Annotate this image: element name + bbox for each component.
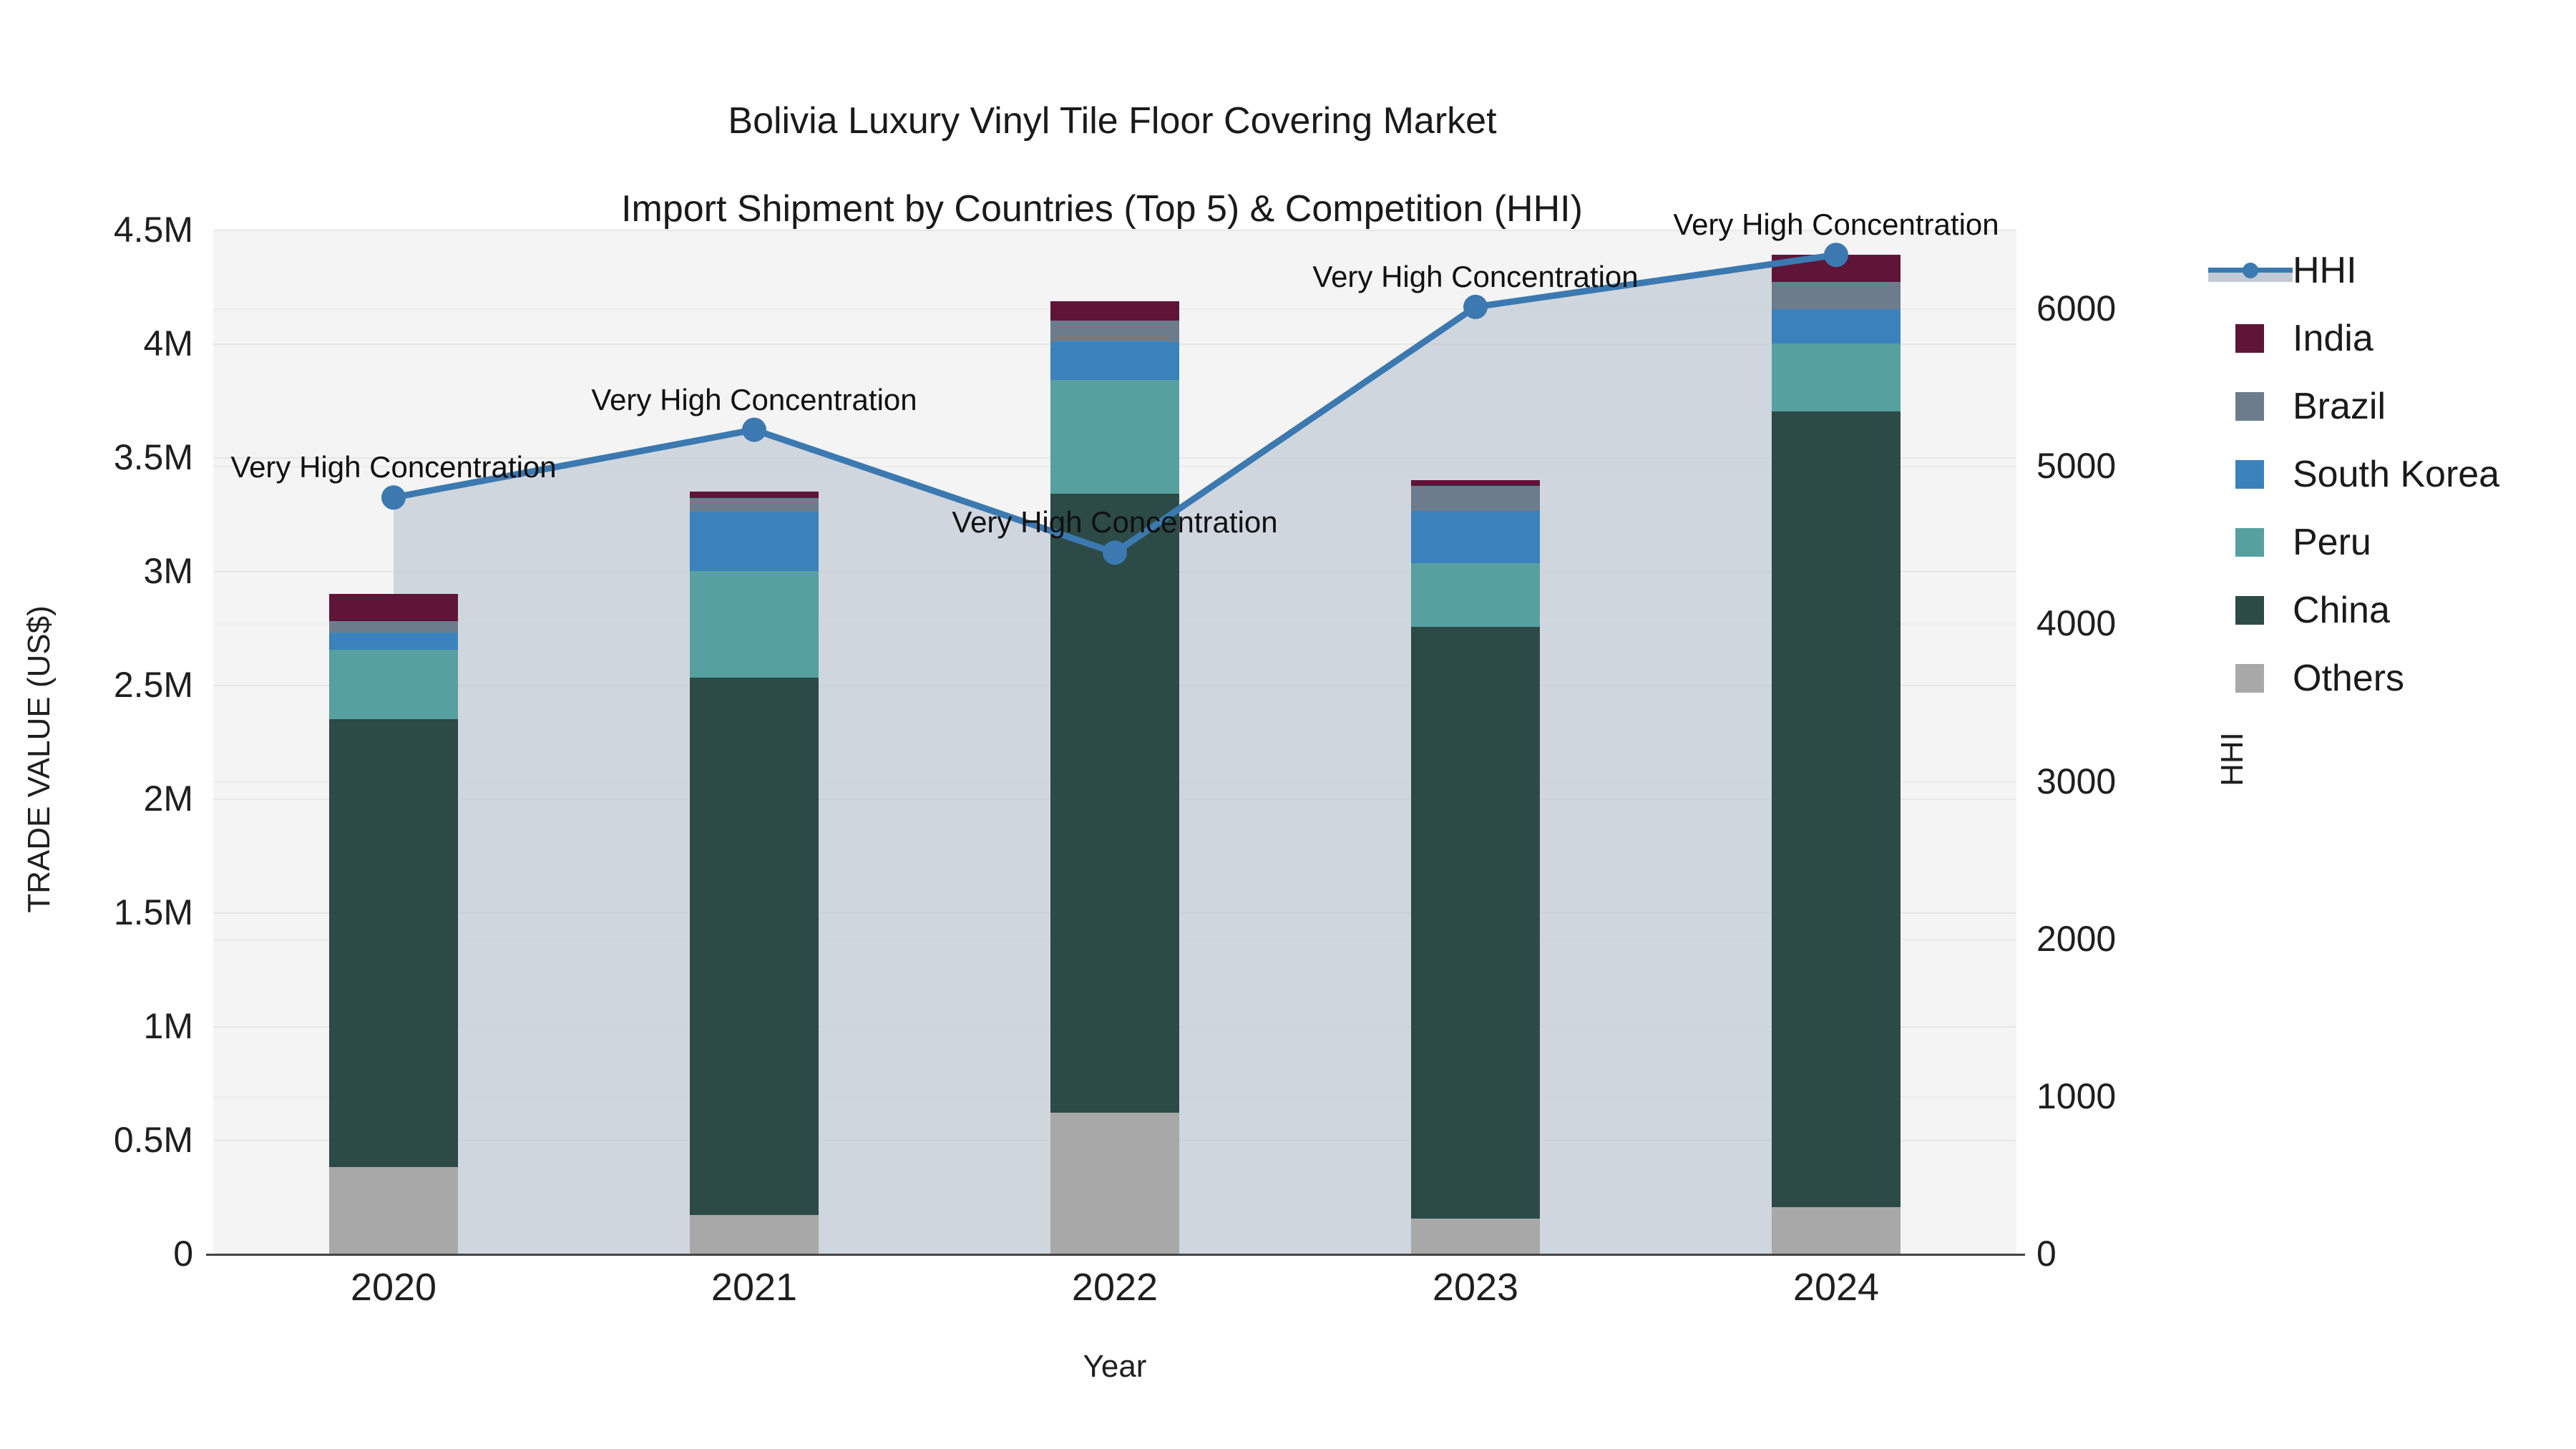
legend-swatch-icon: [2235, 595, 2264, 625]
legend-item-label: Brazil: [2293, 385, 2386, 427]
bar-segment[interactable]: [1411, 485, 1540, 511]
y2-axis-tick-label: 1000: [2036, 1075, 2117, 1116]
bar-segment[interactable]: [1050, 1112, 1179, 1254]
x-axis-tick-label: 2020: [350, 1266, 437, 1309]
bar-segment[interactable]: [329, 649, 458, 719]
bar-segment[interactable]: [1050, 493, 1179, 1113]
y-axis-tick-label: 0.5M: [113, 1120, 193, 1160]
gridline-y-9: [213, 230, 2016, 231]
x-axis-tick-label: 2023: [1432, 1266, 1519, 1309]
legend-swatch-icon: [2235, 527, 2264, 557]
annotation-label: Very High Concentration: [1312, 259, 1639, 293]
legend-line-dot: [2243, 262, 2258, 278]
legend-swatch-icon: [2235, 323, 2264, 353]
x-axis-tick-label: 2021: [711, 1266, 798, 1309]
y2-axis-tick-label: 5000: [2036, 446, 2117, 487]
y-axis-title: TRADE VALUE (US$): [21, 605, 57, 913]
bar-segment[interactable]: [1050, 342, 1179, 380]
legend-swatch-icon: [2235, 663, 2264, 693]
annotation-label: Very High Concentration: [1673, 208, 1999, 242]
y2-axis-tick-label: 2000: [2036, 918, 2117, 959]
bar-segment[interactable]: [1411, 510, 1540, 563]
bar-segment[interactable]: [329, 632, 458, 650]
bar-segment[interactable]: [329, 1167, 458, 1254]
bar-segment[interactable]: [690, 571, 819, 678]
y2-axis-tick-label: 3000: [2036, 761, 2117, 801]
bar-segment[interactable]: [1411, 562, 1540, 627]
legend-item-label: India: [2293, 317, 2373, 359]
legend-item-label: HHI: [2293, 249, 2357, 291]
bar-segment[interactable]: [329, 620, 458, 633]
y2-axis-tick-label: 0: [2036, 1234, 2057, 1274]
x-axis-title: Year: [1083, 1349, 1147, 1384]
x-axis-line: [206, 1254, 2025, 1256]
bar-segment[interactable]: [690, 498, 819, 512]
bar-segment[interactable]: [1772, 309, 1901, 343]
legend-item-label: South Korea: [2293, 453, 2500, 495]
bar-segment[interactable]: [1772, 411, 1901, 1207]
legend-item-india[interactable]: India: [2208, 304, 2566, 372]
legend-item-south-korea[interactable]: South Korea: [2208, 440, 2566, 508]
legend-item-brazil[interactable]: Brazil: [2208, 372, 2566, 440]
legend-item-label: Others: [2293, 657, 2405, 699]
chart-title-line1: Bolivia Luxury Vinyl Tile Floor Covering…: [728, 100, 1497, 142]
y2-axis-tick-label: 6000: [2036, 288, 2117, 329]
annotation-label: Very High Concentration: [952, 505, 1278, 540]
legend-item-peru[interactable]: Peru: [2208, 508, 2566, 576]
y-axis-tick-label: 0: [173, 1234, 193, 1274]
bar-segment[interactable]: [1411, 626, 1540, 1219]
annotation-label: Very High Concentration: [230, 450, 557, 484]
y-axis-tick-label: 4M: [143, 323, 193, 364]
bar-segment[interactable]: [329, 718, 458, 1168]
bar-segment[interactable]: [1411, 1218, 1540, 1254]
legend-item-label: Peru: [2293, 521, 2371, 563]
bar-segment[interactable]: [1411, 479, 1540, 486]
bar-segment[interactable]: [690, 678, 819, 1215]
bar-segment[interactable]: [1772, 1206, 1901, 1254]
legend-item-hhi[interactable]: HHI: [2208, 236, 2566, 304]
bar-segment[interactable]: [1050, 301, 1179, 321]
legend-item-china[interactable]: China: [2208, 576, 2566, 644]
chart-title-line2: Import Shipment by Countries (Top 5) & C…: [621, 188, 1583, 230]
annotation-label: Very High Concentration: [591, 382, 917, 416]
legend-line-icon: [2208, 256, 2293, 285]
page-title: Bolivia Luxury Vinyl Tile Floor Covering…: [0, 56, 2204, 275]
x-axis-tick-label: 2024: [1792, 1266, 1880, 1309]
bar-segment[interactable]: [1772, 343, 1901, 412]
bar-segment[interactable]: [329, 593, 458, 621]
legend-item-others[interactable]: Others: [2208, 644, 2566, 712]
y2-axis-tick-label: 4000: [2036, 603, 2117, 644]
plot-area: [213, 230, 2016, 1255]
bar-segment[interactable]: [1050, 379, 1179, 494]
legend: HHI India Brazil South Korea Peru China Others: [2208, 236, 2566, 712]
bar-segment[interactable]: [690, 491, 819, 499]
legend-item-label: China: [2293, 589, 2390, 631]
bar-segment[interactable]: [1050, 321, 1179, 343]
bar-segment[interactable]: [1772, 254, 1901, 283]
legend-swatch-icon: [2235, 391, 2264, 421]
legend-swatch-icon: [2235, 459, 2264, 489]
bar-segment[interactable]: [1772, 282, 1901, 310]
bar-segment[interactable]: [690, 1214, 819, 1254]
bar-segment[interactable]: [690, 512, 819, 571]
x-axis-tick-label: 2022: [1071, 1266, 1158, 1309]
